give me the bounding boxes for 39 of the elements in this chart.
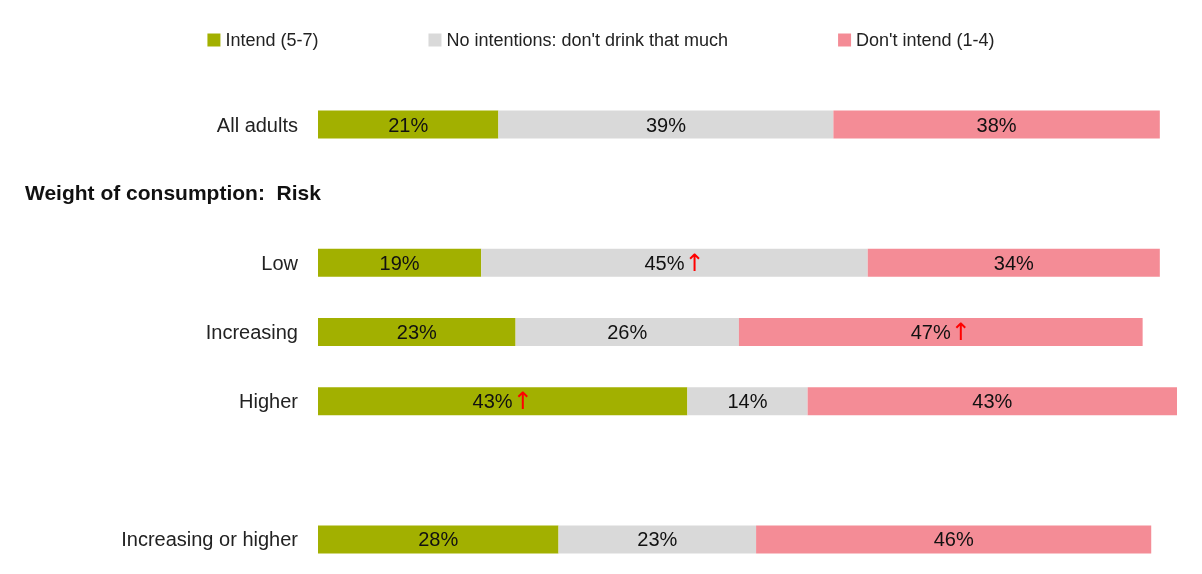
bar [738,318,1143,346]
bar [558,525,757,554]
data-label: 43%↑ [472,387,533,416]
legend-label: Don't intend (1-4) [856,30,995,50]
data-label: 46% [933,528,974,551]
data-label: 28% [418,528,459,551]
data-label: 14% [727,390,768,413]
legend-label: Intend (5-7) [225,30,319,50]
bar [318,110,499,139]
bar [807,387,1177,416]
bar [481,248,868,277]
y-tick-label: Higher [239,390,299,413]
data-label: 43% [972,390,1013,413]
data-label: 38% [976,113,1017,136]
y-tick-label: Low [261,251,299,274]
data-label: 45%↑ [644,248,705,277]
bar [756,525,1152,554]
data-label: 23% [637,528,678,551]
data-label: 19% [379,251,420,274]
data-label: 47%↑ [910,318,971,346]
bar [833,110,1160,139]
bar [318,318,516,346]
y-tick-label: Increasing [205,321,298,343]
bar [867,248,1160,277]
y-tick-label: All adults [216,113,298,136]
bar [498,110,834,139]
y-tick-label: Increasing or higher [121,528,299,551]
bar [318,248,482,277]
bar [318,525,559,554]
data-label: 26% [607,321,648,343]
bar [687,387,808,416]
data-label: 21% [388,113,429,136]
bar [515,318,739,346]
annotation: Weight of consumption: Risk [25,180,322,204]
data-label: 39% [645,113,687,136]
data-label: 34% [993,251,1035,274]
bar [318,387,688,416]
legend-label: No intentions: don't drink that much [446,30,729,50]
data-label: 23% [396,321,438,343]
